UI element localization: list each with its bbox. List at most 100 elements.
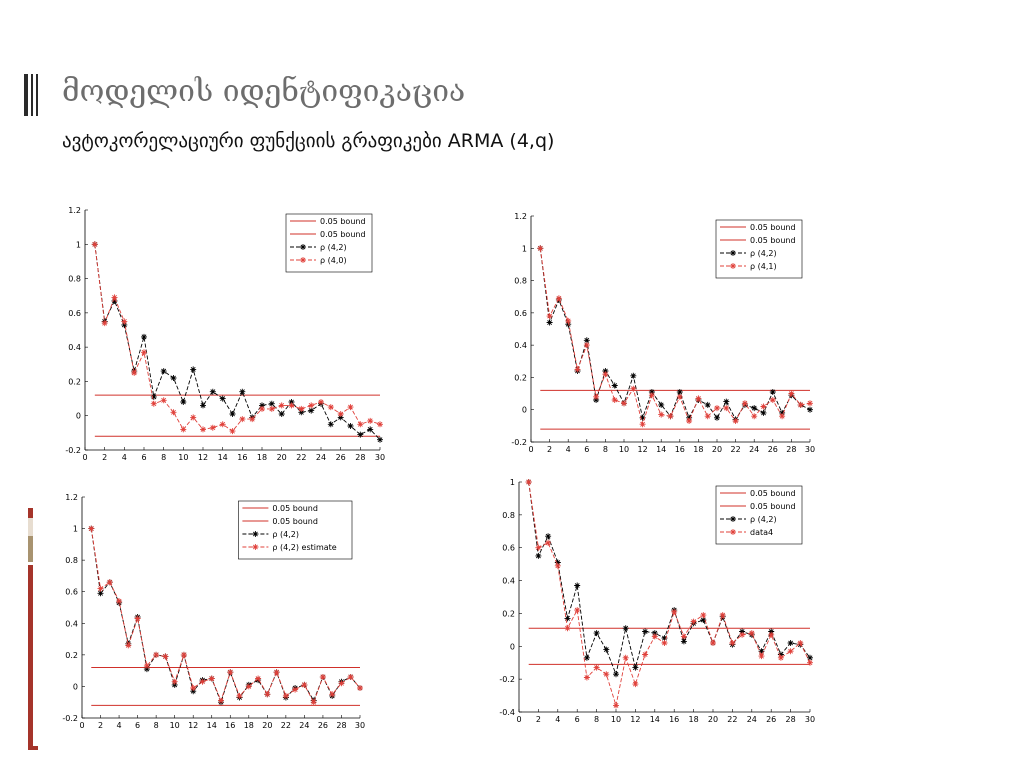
- data-point: [200, 402, 206, 409]
- data-point: [583, 337, 590, 344]
- data-point: [583, 674, 590, 681]
- x-tick-label: 4: [555, 715, 560, 724]
- data-point: [546, 313, 553, 320]
- data-point: [141, 349, 147, 356]
- y-tick-label: -0.2: [65, 446, 81, 455]
- x-tick-label: 14: [207, 721, 217, 730]
- x-tick-label: 0: [82, 453, 87, 462]
- data-point: [134, 615, 141, 622]
- legend-box: [238, 500, 353, 560]
- data-point: [602, 371, 609, 378]
- data-point: [121, 321, 128, 328]
- data-point: [535, 552, 542, 559]
- x-tick-label: 6: [141, 453, 146, 462]
- legend-marker: [730, 516, 736, 522]
- data-point: [768, 628, 775, 635]
- data-point: [710, 640, 716, 646]
- data-point: [199, 678, 206, 685]
- series-line: [90, 528, 361, 704]
- data-point: [554, 562, 561, 569]
- data-point: [298, 409, 305, 416]
- data-point: [545, 539, 552, 546]
- data-point: [769, 389, 776, 395]
- data-point: [686, 418, 693, 424]
- y-tick-label: 0.2: [502, 609, 515, 618]
- y-tick-label: 0.2: [68, 377, 81, 386]
- x-tick-label: 18: [693, 445, 703, 454]
- data-point: [807, 406, 813, 413]
- data-point: [357, 431, 364, 438]
- legend-label: 0.05 bound: [272, 517, 318, 526]
- data-point: [603, 671, 610, 678]
- data-point: [162, 653, 169, 660]
- legend-marker: [252, 531, 259, 537]
- data-point: [768, 631, 775, 638]
- y-tick-label: 0.4: [502, 577, 515, 586]
- y-tick-label: 0: [522, 406, 527, 415]
- data-point: [667, 413, 674, 420]
- x-tick-label: 28: [355, 453, 365, 462]
- x-tick-label: 2: [98, 721, 103, 730]
- x-tick-label: 4: [122, 453, 127, 462]
- data-point: [190, 366, 197, 373]
- data-point: [555, 295, 562, 302]
- series-line: [539, 248, 811, 426]
- x-tick-label: 20: [708, 715, 718, 724]
- data-point: [658, 411, 665, 418]
- data-point: [676, 393, 683, 400]
- data-point: [630, 385, 637, 392]
- data-point: [170, 409, 177, 416]
- x-tick-label: 24: [316, 453, 326, 462]
- data-point: [357, 421, 364, 428]
- data-point: [219, 395, 226, 402]
- data-point: [319, 674, 326, 680]
- data-point: [704, 401, 711, 408]
- data-point: [245, 683, 252, 690]
- data-point: [347, 404, 354, 411]
- x-tick-label: 20: [712, 445, 722, 454]
- x-tick-label: 26: [768, 445, 778, 454]
- data-point: [310, 699, 317, 706]
- data-point: [143, 666, 150, 673]
- x-tick-label: 6: [575, 715, 580, 724]
- data-point: [546, 319, 553, 326]
- legend-label: ρ (4,2): [750, 249, 777, 258]
- data-point: [301, 681, 308, 688]
- y-tick-label: -0.2: [499, 675, 515, 684]
- data-point: [153, 651, 160, 658]
- x-tick-label: 22: [296, 453, 306, 462]
- x-tick-label: 4: [566, 445, 571, 454]
- data-point: [101, 320, 108, 327]
- data-point: [329, 691, 336, 698]
- data-point: [787, 640, 794, 646]
- data-point: [327, 404, 334, 411]
- legend-label: 0.05 bound: [750, 223, 796, 232]
- y-tick-label: 0.8: [514, 277, 527, 286]
- side-accent-red-2: [28, 565, 33, 750]
- x-tick-label: 0: [528, 445, 533, 454]
- x-tick-label: 18: [257, 453, 267, 462]
- data-point: [111, 294, 118, 301]
- legend-box: [715, 219, 803, 279]
- data-point: [268, 400, 275, 407]
- data-point: [632, 681, 639, 688]
- x-tick-label: 30: [355, 721, 365, 730]
- y-tick-label: 1.2: [65, 493, 78, 502]
- data-point: [150, 393, 157, 400]
- data-point: [292, 686, 299, 693]
- data-point: [574, 582, 581, 589]
- data-point: [273, 669, 280, 676]
- data-point: [97, 585, 104, 592]
- data-point: [658, 401, 665, 408]
- data-point: [377, 421, 383, 428]
- data-point: [611, 397, 618, 403]
- legend-label: 0.05 bound: [750, 236, 796, 245]
- data-point: [180, 651, 187, 658]
- legend-box: [715, 485, 803, 545]
- data-point: [680, 638, 687, 645]
- side-accent-light: [28, 518, 33, 536]
- data-point: [367, 426, 374, 433]
- data-point: [661, 640, 668, 646]
- legend-label: 0.05 bound: [320, 217, 366, 226]
